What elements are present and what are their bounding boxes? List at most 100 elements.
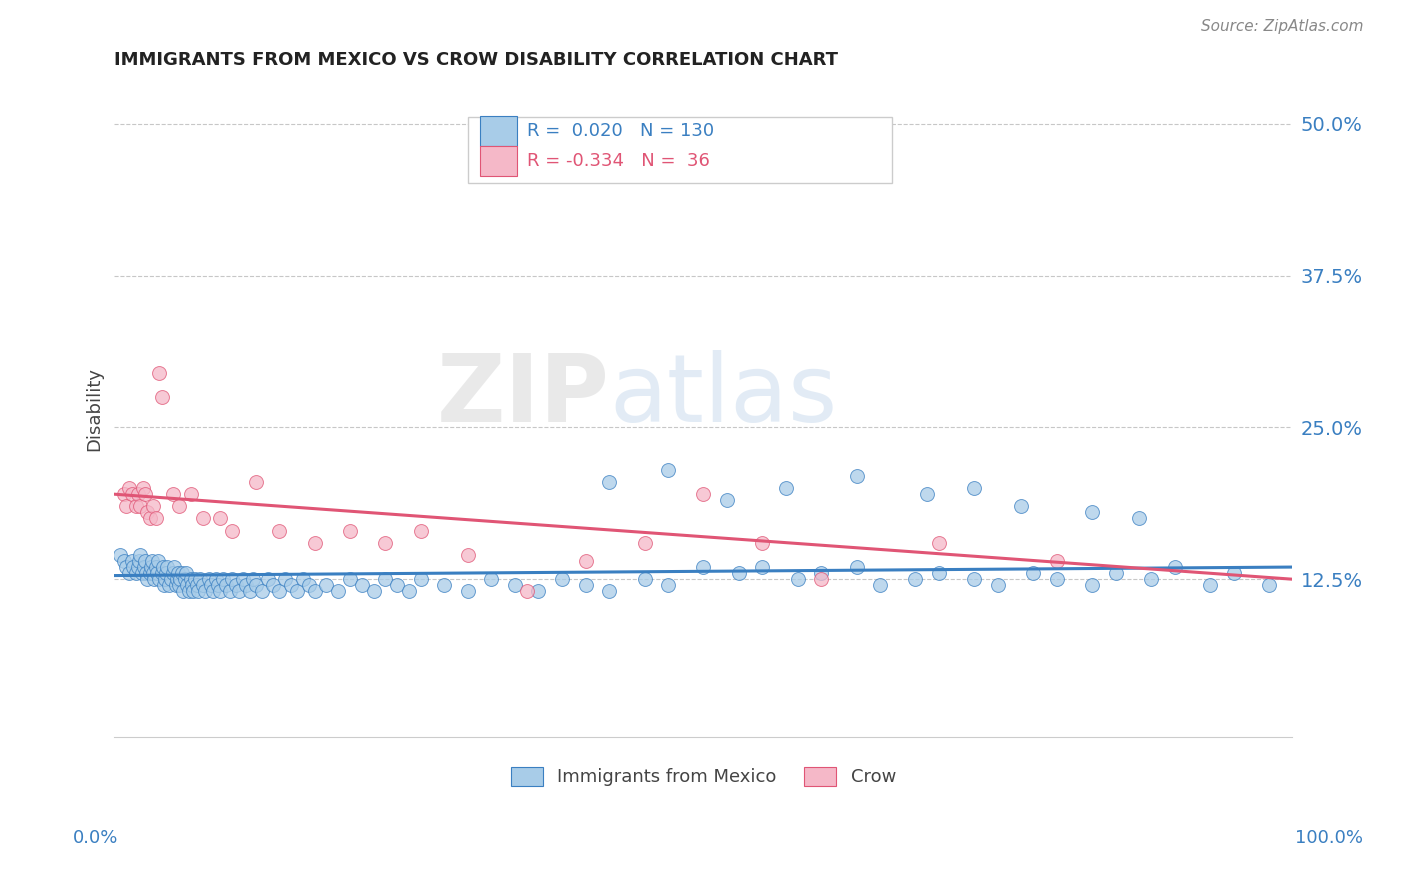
Point	[180, 572, 202, 586]
Point	[174, 566, 197, 581]
Point	[692, 487, 714, 501]
Point	[963, 481, 986, 495]
Point	[167, 566, 190, 581]
Point	[845, 560, 868, 574]
Point	[170, 566, 193, 581]
Point	[1163, 560, 1185, 574]
Point	[156, 560, 179, 574]
Point	[162, 566, 184, 581]
Point	[904, 572, 927, 586]
Point	[374, 535, 396, 549]
Point	[172, 584, 194, 599]
Point	[122, 560, 145, 574]
Point	[167, 500, 190, 514]
Text: IMMIGRANTS FROM MEXICO VS CROW DISABILITY CORRELATION CHART: IMMIGRANTS FROM MEXICO VS CROW DISABILIT…	[114, 51, 838, 69]
Point	[142, 566, 165, 581]
Point	[457, 584, 479, 599]
Point	[202, 584, 225, 599]
Point	[328, 584, 350, 599]
Point	[1140, 572, 1163, 586]
Point	[200, 578, 222, 592]
Point	[1257, 578, 1279, 592]
Point	[315, 578, 337, 592]
Point	[633, 572, 655, 586]
Point	[503, 578, 526, 592]
Point	[398, 584, 420, 599]
FancyBboxPatch shape	[479, 116, 517, 146]
Point	[409, 572, 432, 586]
Point	[187, 584, 209, 599]
Point	[129, 500, 152, 514]
Point	[221, 572, 243, 586]
Point	[598, 475, 620, 489]
Point	[751, 560, 773, 574]
Point	[190, 572, 212, 586]
Point	[148, 366, 170, 380]
Point	[112, 487, 135, 501]
Legend: Immigrants from Mexico, Crow: Immigrants from Mexico, Crow	[503, 760, 904, 794]
Point	[134, 554, 156, 568]
Point	[242, 572, 264, 586]
Point	[128, 554, 150, 568]
Point	[167, 578, 190, 592]
Point	[928, 566, 950, 581]
Point	[280, 578, 302, 592]
Text: Source: ZipAtlas.com: Source: ZipAtlas.com	[1201, 20, 1364, 34]
Point	[211, 572, 233, 586]
Point	[775, 481, 797, 495]
Point	[433, 578, 456, 592]
Point	[363, 584, 385, 599]
Point	[285, 584, 308, 599]
FancyBboxPatch shape	[479, 146, 517, 177]
Point	[186, 578, 208, 592]
Point	[269, 584, 291, 599]
Point	[269, 524, 291, 538]
Point	[218, 584, 240, 599]
Point	[692, 560, 714, 574]
Point	[162, 487, 184, 501]
Point	[197, 572, 219, 586]
Text: R =  0.020   N = 130: R = 0.020 N = 130	[527, 122, 714, 140]
Point	[139, 566, 162, 581]
Text: 100.0%: 100.0%	[1295, 829, 1362, 847]
Point	[145, 511, 167, 525]
Point	[163, 560, 186, 574]
Point	[181, 578, 204, 592]
FancyBboxPatch shape	[468, 118, 891, 183]
Point	[160, 572, 183, 586]
Point	[350, 578, 373, 592]
Point	[1081, 578, 1104, 592]
Point	[963, 572, 986, 586]
Point	[598, 584, 620, 599]
Point	[155, 566, 177, 581]
Point	[225, 578, 247, 592]
Point	[228, 584, 250, 599]
Point	[374, 572, 396, 586]
Point	[575, 554, 598, 568]
Point	[132, 560, 155, 574]
Y-axis label: Disability: Disability	[86, 368, 103, 451]
Point	[136, 505, 159, 519]
Point	[1081, 505, 1104, 519]
Point	[176, 578, 198, 592]
Point	[166, 572, 188, 586]
Point	[457, 548, 479, 562]
Point	[298, 578, 321, 592]
Point	[127, 560, 149, 574]
Point	[191, 578, 214, 592]
Point	[207, 578, 229, 592]
Point	[152, 560, 174, 574]
Point	[239, 584, 262, 599]
Point	[221, 524, 243, 538]
Point	[304, 535, 326, 549]
Point	[131, 566, 153, 581]
Point	[124, 566, 146, 581]
Point	[117, 566, 139, 581]
Point	[117, 481, 139, 495]
Point	[235, 578, 257, 592]
Text: R = -0.334   N =  36: R = -0.334 N = 36	[527, 153, 710, 170]
Text: 0.0%: 0.0%	[73, 829, 118, 847]
Point	[139, 511, 162, 525]
Point	[845, 469, 868, 483]
Point	[1011, 500, 1033, 514]
